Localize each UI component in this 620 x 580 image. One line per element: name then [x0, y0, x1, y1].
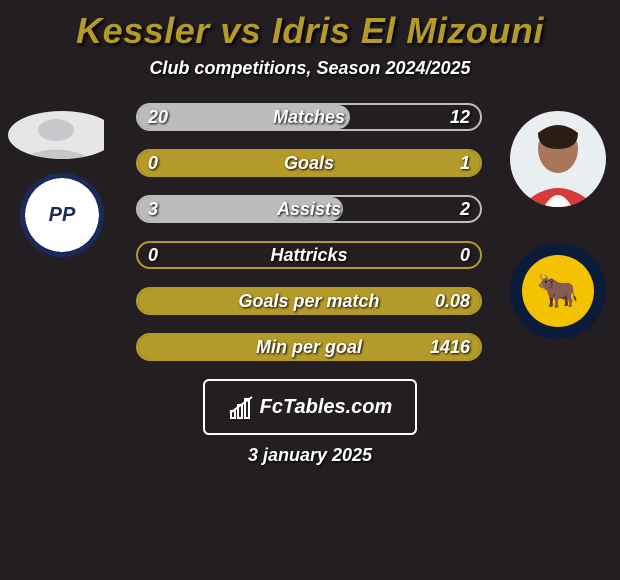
value-right: 1416: [430, 333, 470, 361]
footer-date: 3 january 2025: [0, 445, 620, 466]
value-right: 2: [460, 195, 470, 223]
value-right: 12: [450, 103, 470, 131]
stat-row: Hattricks0 0: [136, 241, 482, 269]
bar-label: Goals: [136, 149, 482, 177]
crest-left-label: PP: [20, 173, 104, 257]
bar-label: Goals per match: [136, 287, 482, 315]
bars-area: Matches2012Goals01Assists32Hattricks00Go…: [136, 103, 482, 361]
stat-row: Min per goal1416: [136, 333, 482, 361]
subtitle: Club competitions, Season 2024/2025: [0, 58, 620, 79]
value-right: 0.08: [435, 287, 470, 315]
value-left: 0: [148, 241, 158, 269]
value-right: 1: [460, 149, 470, 177]
table-icon: [228, 393, 256, 421]
value-left: 3: [148, 195, 158, 223]
title-text: Kessler vs Idris El Mizouni: [76, 10, 544, 51]
value-left: 20: [148, 103, 168, 131]
stat-row: Goals0 1: [136, 149, 482, 177]
bar-label: Matches: [136, 103, 482, 131]
crest-right: 🐂: [510, 243, 606, 339]
title: Kessler vs Idris El Mizouni: [0, 10, 620, 52]
avatar-right-player: [510, 111, 606, 207]
comparison-content: PP 🐂 Matches2012Goals01Assists32Hattrick…: [0, 103, 620, 361]
footer-site-badge: FcTables.com: [203, 379, 417, 435]
stat-row: Matches20 12: [136, 103, 482, 131]
value-left: 0: [148, 149, 158, 177]
crest-left: PP: [14, 167, 110, 263]
stat-row: Assists3 2: [136, 195, 482, 223]
avatar-left-player: [8, 111, 116, 159]
bar-label: Assists: [136, 195, 482, 223]
stat-row: Goals per match0.08: [136, 287, 482, 315]
crest-right-icon: 🐂: [522, 255, 594, 327]
bar-label: Hattricks: [136, 241, 482, 269]
footer-site-text: FcTables.com: [260, 396, 393, 419]
value-right: 0: [460, 241, 470, 269]
